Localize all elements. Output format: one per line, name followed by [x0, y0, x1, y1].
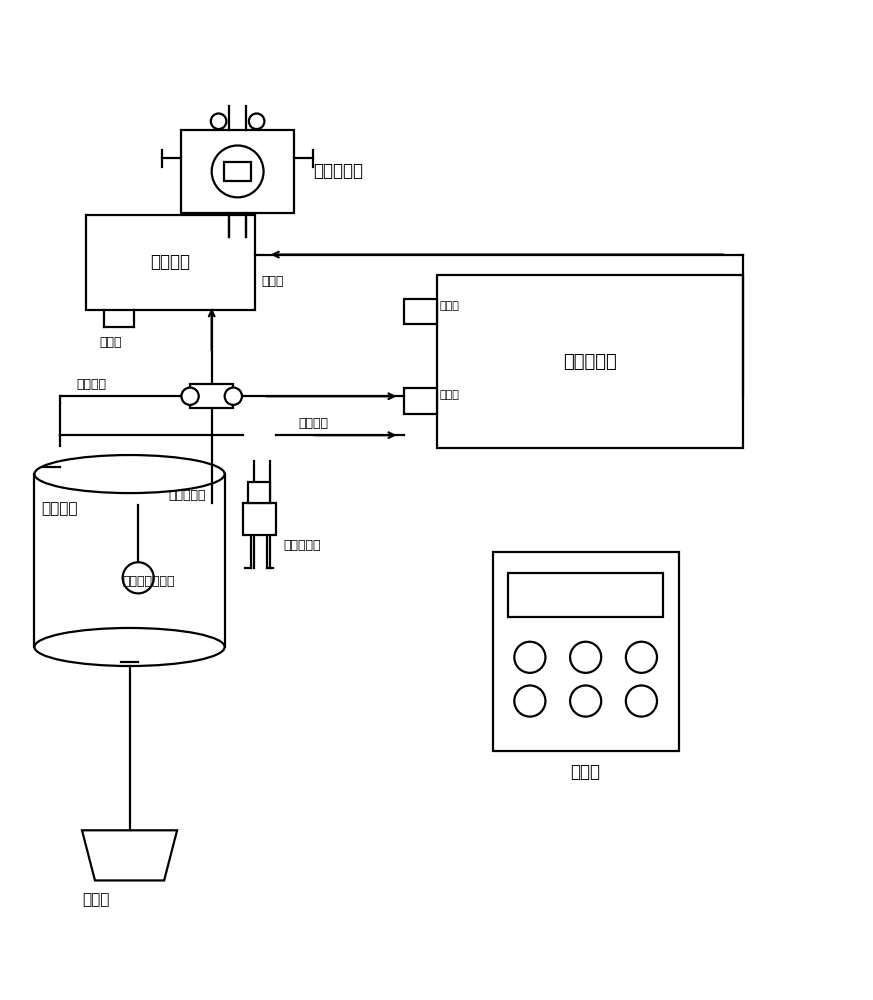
- Bar: [223, 162, 251, 181]
- Bar: [86, 215, 255, 310]
- Text: 排气口: 排气口: [100, 336, 121, 349]
- Text: 排气口: 排气口: [440, 301, 460, 311]
- Circle shape: [224, 388, 242, 405]
- Text: 第二支管: 第二支管: [76, 378, 106, 391]
- Circle shape: [626, 685, 657, 717]
- Bar: [508, 573, 663, 617]
- Bar: [182, 130, 294, 213]
- Text: 第一支管: 第一支管: [299, 417, 328, 430]
- Ellipse shape: [34, 455, 224, 493]
- Bar: [403, 299, 436, 324]
- Bar: [436, 275, 744, 448]
- Circle shape: [211, 145, 264, 197]
- Circle shape: [182, 388, 199, 405]
- Ellipse shape: [34, 628, 224, 666]
- Circle shape: [122, 562, 154, 593]
- Text: 检测气室: 检测气室: [151, 253, 190, 271]
- Text: 气体探测器: 气体探测器: [313, 162, 363, 180]
- Circle shape: [514, 685, 546, 717]
- Circle shape: [210, 113, 226, 129]
- Bar: [248, 482, 271, 503]
- Text: 浮子液位传感器: 浮子液位传感器: [122, 575, 175, 588]
- Circle shape: [626, 642, 657, 673]
- Circle shape: [570, 642, 601, 673]
- Bar: [190, 384, 233, 408]
- Text: 排水进气管: 排水进气管: [284, 539, 321, 552]
- Circle shape: [570, 685, 601, 717]
- Text: 检测管: 检测管: [262, 275, 285, 288]
- Text: 缓冲容器: 缓冲容器: [41, 501, 78, 516]
- Bar: [243, 503, 276, 535]
- Text: 过滤器: 过滤器: [82, 892, 109, 907]
- Circle shape: [514, 642, 546, 673]
- Polygon shape: [82, 830, 177, 880]
- Text: 直流隔膜泵: 直流隔膜泵: [563, 353, 617, 371]
- Circle shape: [249, 113, 265, 129]
- Text: 三通电磁阀: 三通电磁阀: [168, 489, 206, 502]
- Bar: [492, 552, 678, 751]
- Text: 吸气口: 吸气口: [440, 390, 460, 400]
- Bar: [403, 388, 436, 414]
- Text: 单片机: 单片机: [571, 763, 601, 781]
